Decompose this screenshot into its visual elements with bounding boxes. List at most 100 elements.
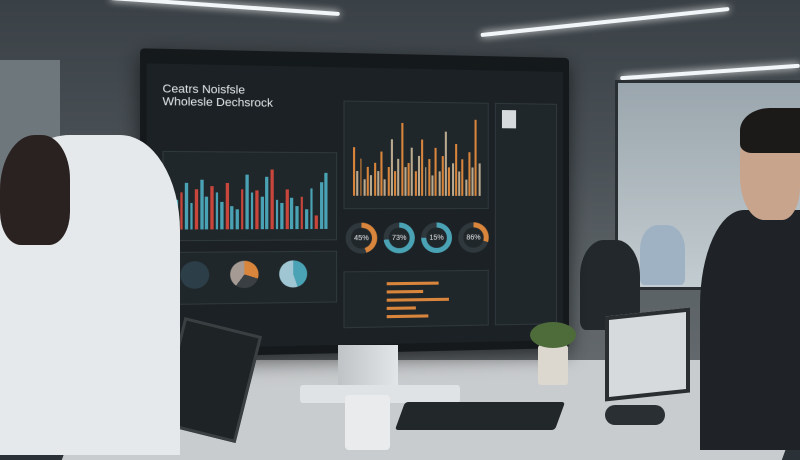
- chart-bar: [424, 167, 427, 196]
- keyboard: [394, 402, 566, 430]
- chart-bar: [356, 171, 359, 196]
- pie-chart: [230, 260, 259, 289]
- chart-bar: [200, 179, 204, 230]
- chart-bar: [190, 202, 194, 230]
- chart-bar: [305, 209, 309, 230]
- chart-bar: [380, 151, 383, 196]
- chart-bar: [255, 190, 259, 230]
- donut-label: 45%: [350, 227, 372, 249]
- chart-bar: [407, 163, 410, 196]
- donut-chart: 86%: [458, 222, 489, 253]
- monitor-stand: [338, 345, 398, 390]
- chart-bar: [240, 189, 244, 230]
- chart-bar: [184, 182, 189, 230]
- pie-charts-panel: [162, 250, 338, 306]
- pie-chart: [180, 261, 210, 289]
- avatar: [501, 110, 517, 129]
- donut-row: 45% 73% 15% 86%: [343, 216, 489, 263]
- donut-label: 73%: [388, 227, 410, 249]
- chart-bar: [468, 151, 471, 196]
- chart-bar: [434, 147, 437, 196]
- donut-chart: 15%: [421, 222, 453, 254]
- chart-bar: [377, 171, 380, 196]
- chart-bar: [465, 179, 468, 196]
- chart-bar: [230, 206, 234, 230]
- background-person: [640, 225, 685, 285]
- chart-bar: [417, 155, 420, 196]
- chart-bar: [444, 131, 447, 196]
- ceiling-light: [110, 0, 340, 17]
- chart-bar: [195, 189, 199, 230]
- plant-pot: [538, 345, 568, 385]
- chart-bar: [373, 163, 376, 196]
- chart-bar: [179, 192, 183, 230]
- chart-bar: [458, 171, 461, 196]
- chart-bar: [363, 179, 366, 196]
- chart-bar: [394, 171, 397, 196]
- chart-bar: [421, 139, 424, 196]
- chart-bar: [454, 143, 458, 196]
- chart-bar: [400, 122, 404, 196]
- foreground-man: [700, 210, 800, 450]
- chart-bar: [310, 188, 313, 230]
- chart-bar: [215, 192, 219, 230]
- ceiling-light: [620, 63, 800, 81]
- coffee-cup: [345, 395, 390, 450]
- chart-bar: [210, 186, 214, 230]
- chart-bar: [438, 171, 441, 196]
- chart-bar: [366, 167, 369, 196]
- side-panel: [494, 102, 558, 326]
- chart-bar: [353, 146, 356, 196]
- left-bar-chart: [162, 150, 338, 242]
- title-line-2: Wholesle Dechsrock: [162, 95, 273, 110]
- chart-bar: [397, 159, 400, 196]
- laptop-screen: [605, 307, 690, 402]
- ceiling-light: [480, 6, 730, 38]
- chart-bar: [220, 201, 224, 230]
- chart-bar: [359, 159, 362, 196]
- chart-bar: [370, 175, 373, 196]
- chart-bar: [260, 196, 264, 230]
- mouse: [605, 405, 665, 425]
- monitor-base: [300, 385, 460, 403]
- chart-bar: [285, 189, 289, 230]
- donut-chart: 73%: [383, 222, 415, 254]
- pie-chart: [279, 260, 308, 288]
- chart-bar: [319, 181, 323, 229]
- chart-bar: [225, 182, 229, 230]
- chart-bar: [280, 202, 284, 230]
- chart-bar: [441, 155, 444, 196]
- donut-label: 15%: [426, 227, 447, 248]
- chart-bar: [295, 206, 299, 230]
- chart-bar: [265, 176, 269, 230]
- chart-bar: [448, 167, 451, 196]
- chart-bar: [245, 174, 249, 230]
- right-bar-chart: [343, 100, 489, 210]
- chart-bar: [451, 163, 454, 196]
- chart-bar: [324, 173, 328, 229]
- dashboard-title: Ceatrs Noisfsle Wholesle Dechsrock: [162, 83, 272, 110]
- chart-bar: [461, 159, 464, 196]
- chart-bar: [431, 175, 434, 196]
- foreground-man-hair: [740, 108, 800, 153]
- donut-label: 86%: [463, 227, 484, 248]
- donut-chart: 45%: [345, 222, 378, 254]
- chart-bar: [411, 147, 414, 196]
- chart-bar: [275, 199, 279, 230]
- monitor: Ceatrs Noisfsle Wholesle Dechsrock 45% 73…: [140, 48, 570, 358]
- chart-bar: [471, 167, 474, 196]
- chart-bar: [300, 196, 304, 230]
- window-titlebar: [146, 54, 564, 72]
- chart-bar: [404, 167, 407, 196]
- chart-bar: [428, 159, 431, 196]
- chart-bar: [205, 196, 209, 230]
- chart-bar: [235, 209, 239, 230]
- foreground-woman-hair: [0, 135, 70, 245]
- chart-bar: [475, 119, 478, 196]
- chart-bar: [314, 215, 318, 229]
- dashboard-screen[interactable]: Ceatrs Noisfsle Wholesle Dechsrock 45% 73…: [146, 54, 564, 350]
- chart-bar: [390, 138, 393, 196]
- chart-bar: [290, 197, 294, 230]
- chart-bar: [478, 163, 481, 196]
